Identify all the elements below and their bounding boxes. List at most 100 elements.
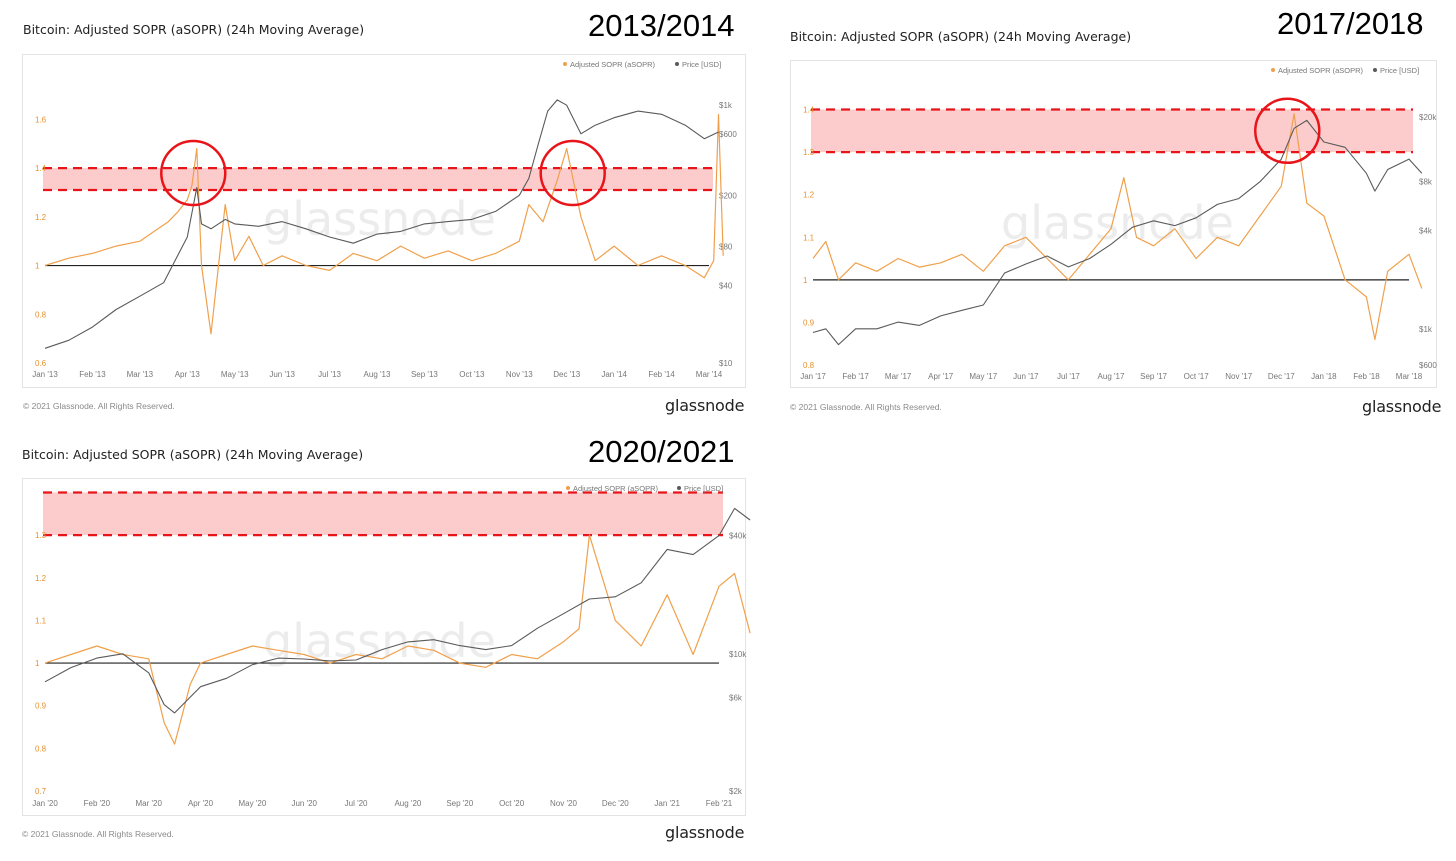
y-right-tick: $10k (729, 650, 747, 659)
chart-plot: glassnode 0.7 0.8 0.9 1 1.1 1.2 1.3 $2k $6k $10k $4… (32, 484, 751, 808)
y-right-tick: $6k (729, 693, 743, 702)
x-tick: Jun '17 (1013, 372, 1039, 381)
watermark: glassnode (263, 614, 496, 668)
x-tick: Mar '17 (885, 372, 912, 381)
glassnode-logo: glassnode (665, 396, 745, 415)
x-tick: Feb '20 (84, 799, 111, 808)
legend-price: Price [USD] (684, 484, 723, 493)
x-tick: Mar '18 (1396, 372, 1423, 381)
y-right-tick: $1k (1419, 325, 1433, 334)
x-tick: Mar '13 (127, 370, 154, 379)
y-left-tick: 0.8 (803, 361, 815, 370)
x-tick: Feb '13 (79, 370, 106, 379)
x-tick: Nov '13 (506, 370, 533, 379)
x-tick: Sep '17 (1140, 372, 1167, 381)
x-tick: Dec '20 (602, 799, 629, 808)
price-line (44, 99, 719, 349)
x-tick: Jan '21 (654, 799, 680, 808)
y-right-tick: $20k (1419, 113, 1437, 122)
x-tick: May '13 (221, 370, 249, 379)
x-tick: Dec '13 (553, 370, 580, 379)
resistance-band (43, 492, 723, 536)
chart-plot: glassnode 0.6 0.8 1 1.2 1.4 1.6 $10 $40 $80 $200 $6… (32, 60, 737, 379)
price-line (44, 507, 751, 714)
y-right-tick: $40k (729, 532, 747, 541)
y-right-tick: $1k (719, 101, 733, 110)
x-tick: Oct '20 (499, 799, 525, 808)
x-tick: May '20 (239, 799, 267, 808)
y-left-tick: 1.1 (35, 616, 47, 625)
x-tick: Jun '13 (269, 370, 295, 379)
asopr-line (44, 113, 724, 335)
legend-price-dot (675, 62, 679, 66)
legend-asopr: Adjusted SOPR (aSOPR) (570, 60, 656, 69)
resistance-band (43, 168, 713, 191)
y-left-tick: 1.4 (803, 106, 815, 115)
highlight-circle (539, 139, 606, 207)
x-tick: Oct '13 (459, 370, 485, 379)
legend-asopr-dot (1271, 68, 1275, 72)
chart-frame: glassnode 0.8 0.9 1 1.1 1.2 1.3 1.4 $600 $1k $4k $8… (790, 60, 1437, 388)
chart-plot: glassnode0.80.911.11.21.31.4$600$1k$4k$8… (800, 66, 1437, 381)
x-tick: Feb '18 (1353, 372, 1380, 381)
x-tick: Dec '17 (1268, 372, 1295, 381)
asopr-line (812, 113, 1423, 341)
x-tick: Aug '13 (364, 370, 391, 379)
period-label: 2020/2021 (588, 434, 735, 469)
x-tick: Mar '20 (135, 799, 162, 808)
asopr-line (44, 534, 751, 745)
highlight-circle (1254, 97, 1321, 165)
copyright: © 2021 Glassnode. All Rights Reserved. (23, 401, 175, 411)
x-tick: Jun '20 (291, 799, 317, 808)
copyright: © 2021 Glassnode. All Rights Reserved. (22, 829, 174, 839)
watermark: glassnode (263, 192, 496, 246)
legend-asopr: Adjusted SOPR (aSOPR) (1278, 66, 1364, 75)
x-tick: Aug '17 (1098, 372, 1125, 381)
x-tick: Aug '20 (394, 799, 421, 808)
glassnode-logo: glassnode (1362, 397, 1442, 416)
legend-price-dot (1373, 68, 1377, 72)
y-right-tick: $10 (719, 359, 733, 368)
glassnode-logo: glassnode (665, 823, 745, 842)
period-label: 2013/2014 (588, 8, 735, 43)
y-left-tick: 1.2 (803, 191, 815, 200)
x-tick: Feb '14 (648, 370, 675, 379)
y-left-tick: 1.2 (35, 574, 47, 583)
x-tick: Feb '17 (842, 372, 869, 381)
y-right-tick: $2k (729, 787, 743, 796)
y-left-tick: 1.4 (35, 164, 47, 173)
legend-price: Price [USD] (682, 60, 721, 69)
copyright: © 2021 Glassnode. All Rights Reserved. (790, 402, 942, 412)
x-tick: Sep '13 (411, 370, 438, 379)
y-right-tick: $8k (1419, 178, 1433, 187)
x-tick: Jan '14 (601, 370, 627, 379)
y-left-tick: 1.3 (803, 148, 815, 157)
resistance-band (811, 109, 1413, 153)
x-tick: May '17 (969, 372, 997, 381)
x-tick: Nov '20 (550, 799, 577, 808)
y-left-tick: 1.1 (803, 233, 815, 242)
chart-title: Bitcoin: Adjusted SOPR (aSOPR) (24h Movi… (22, 447, 364, 462)
x-tick: Jul '17 (1057, 372, 1080, 381)
legend-asopr-dot (566, 486, 570, 490)
x-tick: Oct '17 (1184, 372, 1210, 381)
chart-title: Bitcoin: Adjusted SOPR (aSOPR) (24h Movi… (790, 29, 1132, 44)
y-right-tick: $4k (1419, 227, 1433, 236)
price-line (812, 119, 1423, 346)
y-right-tick: $200 (719, 191, 737, 200)
y-right-tick: $80 (719, 243, 733, 252)
legend-price: Price [USD] (1380, 66, 1419, 75)
x-tick: Jan '13 (32, 370, 58, 379)
y-left-tick: 0.8 (35, 744, 47, 753)
legend-asopr: Adjusted SOPR (aSOPR) (573, 484, 659, 493)
y-left-tick: 0.9 (803, 318, 815, 327)
y-left-tick: 0.6 (35, 359, 47, 368)
y-left-tick: 0.9 (35, 702, 47, 711)
y-left-tick: 1.3 (35, 531, 47, 540)
y-left-tick: 0.8 (35, 310, 47, 319)
legend-asopr-dot (563, 62, 567, 66)
y-left-tick: 1 (35, 262, 40, 271)
y-left-tick: 0.7 (35, 787, 47, 796)
x-tick: Sep '20 (446, 799, 473, 808)
y-left-tick: 1 (803, 276, 808, 285)
